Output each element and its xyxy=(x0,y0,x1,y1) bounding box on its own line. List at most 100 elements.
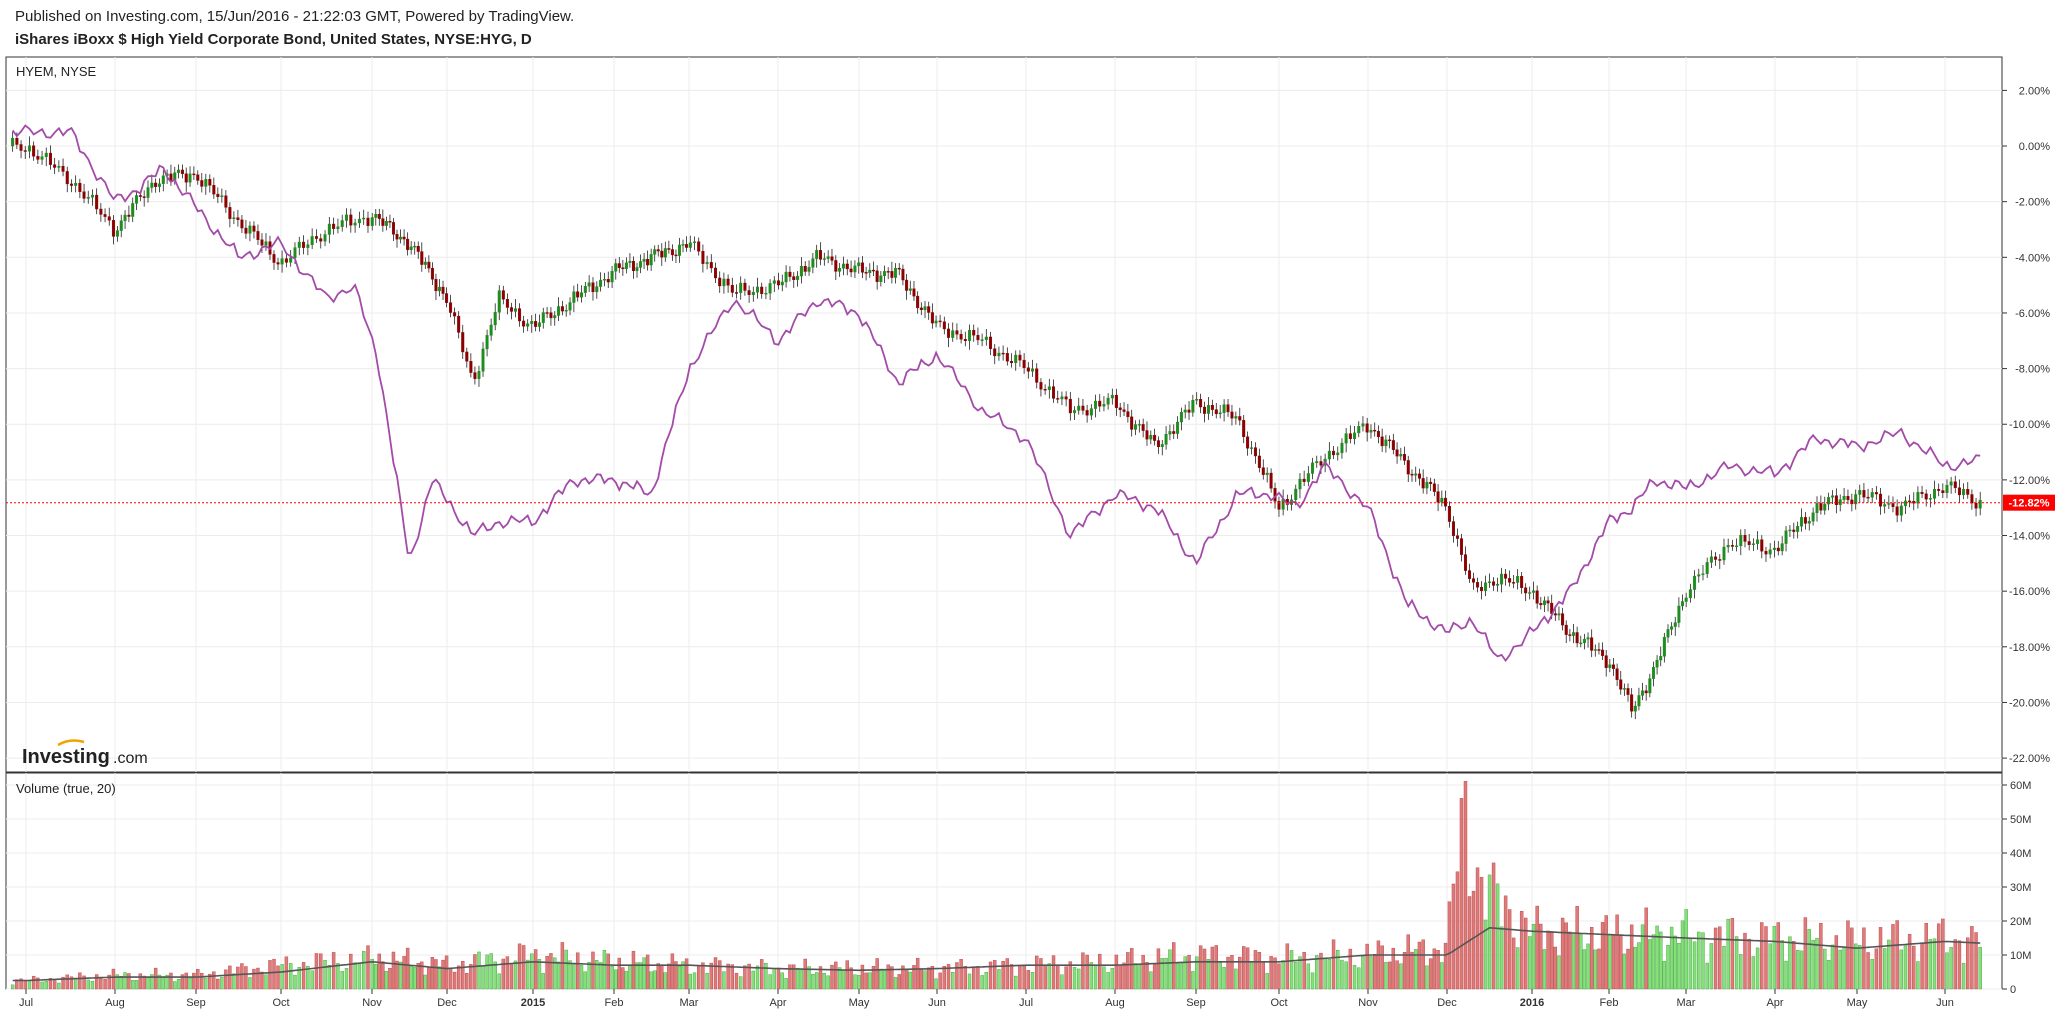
candle xyxy=(1949,476,1953,494)
candle xyxy=(1064,391,1068,407)
candle xyxy=(1077,397,1081,415)
candle xyxy=(549,307,553,326)
volume-bar xyxy=(1633,946,1637,990)
volume-bar xyxy=(173,981,177,990)
candle xyxy=(1862,483,1866,503)
candle xyxy=(841,256,845,276)
time-tick-label: Nov xyxy=(1358,997,1378,1009)
volume-bar xyxy=(220,976,224,990)
candle xyxy=(1874,486,1878,500)
candle xyxy=(310,228,314,249)
volume-bar xyxy=(1811,940,1815,990)
volume-pane-label[interactable]: Volume (true, 20) xyxy=(16,781,116,796)
candle xyxy=(541,307,545,329)
volume-axis[interactable]: 0 10M 20M 30M 40M 50M 60M xyxy=(2002,780,2031,996)
candle xyxy=(1709,550,1713,569)
price-tick-label: -16.00% xyxy=(2009,586,2050,598)
volume-bar xyxy=(663,972,668,990)
candle xyxy=(1234,411,1238,425)
volume-bar xyxy=(537,959,542,990)
candle xyxy=(580,285,584,303)
volume-bar xyxy=(1600,922,1605,990)
candle xyxy=(1641,682,1645,701)
candle xyxy=(302,235,306,255)
candle xyxy=(1557,606,1561,621)
candle xyxy=(1222,399,1226,422)
volume-bar xyxy=(688,973,693,990)
candle xyxy=(192,166,196,180)
candle xyxy=(1110,388,1114,405)
volume-bar xyxy=(115,974,120,990)
candle xyxy=(1615,663,1619,687)
volume-bar xyxy=(153,967,158,990)
time-axis[interactable]: Jul Aug Sep Oct Nov Dec 2015 Feb Mar Apr May Jun Jul… xyxy=(19,989,1954,1009)
volume-bar xyxy=(1443,942,1448,990)
candle xyxy=(1187,401,1191,420)
candle xyxy=(908,280,912,295)
candle xyxy=(912,280,916,301)
volume-bar xyxy=(1085,954,1089,990)
volume-bar xyxy=(722,971,726,990)
compare-symbol-label[interactable]: HYEM, NYSE xyxy=(16,64,97,79)
candle xyxy=(1743,529,1747,548)
volume-bar xyxy=(15,979,19,990)
volume-bar xyxy=(268,960,272,990)
volume-bar xyxy=(366,945,370,990)
volume-bar xyxy=(959,959,963,990)
volume-bar xyxy=(276,965,280,990)
volume-bar xyxy=(1874,948,1879,990)
candle xyxy=(374,209,378,226)
volume-bar xyxy=(131,980,135,990)
volume-bar xyxy=(340,971,344,990)
price-axis[interactable]: 2.00% 0.00% -2.00% -4.00% -6.00% -8.00% -10.00… xyxy=(2002,85,2050,765)
candle xyxy=(441,280,445,300)
candle xyxy=(764,286,768,300)
candle xyxy=(150,174,154,193)
candle xyxy=(1870,487,1874,503)
candle xyxy=(1516,569,1520,590)
candle xyxy=(730,277,734,298)
volume-tick-label: 0 xyxy=(2010,984,2016,996)
volume-bar xyxy=(1557,955,1561,990)
volume-bar xyxy=(670,953,675,990)
candle xyxy=(340,214,344,232)
volume-bar xyxy=(1949,947,1953,990)
candle xyxy=(1597,642,1601,655)
volume-bar xyxy=(420,961,424,990)
volume-bar xyxy=(572,963,576,990)
candle xyxy=(606,271,610,288)
published-line: Published on Investing.com, 15/Jun/2016 … xyxy=(15,8,575,25)
candle xyxy=(857,257,861,274)
candle xyxy=(747,285,751,303)
candle xyxy=(709,254,713,273)
volume-bar xyxy=(176,979,181,990)
volume-bar xyxy=(934,978,938,990)
volume-bar xyxy=(1475,867,1480,990)
volume-bar xyxy=(1077,968,1081,990)
volume-bar xyxy=(718,960,722,990)
volume-bar xyxy=(1651,934,1656,990)
volume-bar xyxy=(146,977,150,990)
candle xyxy=(1582,633,1586,650)
volume-bar xyxy=(1344,961,1348,990)
candle xyxy=(1242,414,1246,444)
volume-bar xyxy=(1582,949,1587,990)
volume-bar xyxy=(807,966,811,990)
volume-bar xyxy=(157,974,162,990)
volume-bar xyxy=(972,966,976,990)
candle xyxy=(963,331,967,347)
candle xyxy=(1644,684,1648,701)
volume-bar xyxy=(423,974,428,990)
candle xyxy=(518,303,522,327)
candle xyxy=(670,244,674,261)
time-tick-label: Sep xyxy=(186,997,206,1009)
volume-bar xyxy=(1866,952,1870,990)
volume-bar xyxy=(871,966,876,990)
candle xyxy=(656,244,660,257)
candle xyxy=(1887,495,1891,510)
candle xyxy=(1455,528,1459,547)
volume-bar xyxy=(1780,940,1784,990)
candle xyxy=(834,255,838,281)
volume-bar xyxy=(730,964,735,990)
